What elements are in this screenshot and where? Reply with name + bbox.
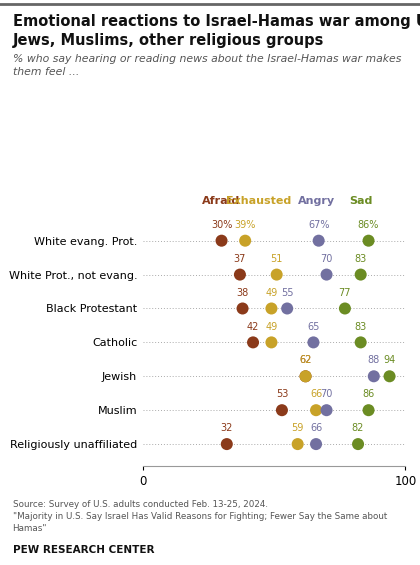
Point	[236, 270, 243, 279]
Text: 59: 59	[291, 423, 304, 433]
Text: 83: 83	[354, 321, 367, 332]
Point	[268, 304, 275, 313]
Text: 37: 37	[234, 254, 246, 264]
Text: 49: 49	[265, 288, 278, 298]
Point	[386, 372, 393, 381]
Text: 49: 49	[265, 321, 278, 332]
Point	[302, 372, 309, 381]
Text: 86%: 86%	[358, 220, 379, 230]
Text: Emotional reactions to Israel-Hamas war among U.S.: Emotional reactions to Israel-Hamas war …	[13, 14, 420, 29]
Text: 53: 53	[276, 389, 288, 399]
Text: 86: 86	[362, 389, 375, 399]
Text: % who say hearing or reading news about the Israel-Hamas war makes
them feel ...: % who say hearing or reading news about …	[13, 54, 401, 77]
Text: 62: 62	[299, 355, 312, 366]
Text: 42: 42	[247, 321, 259, 332]
Text: 66: 66	[310, 423, 322, 433]
Point	[242, 236, 249, 245]
Point	[239, 304, 246, 313]
Point	[223, 440, 230, 449]
Point	[310, 338, 317, 347]
Text: 70: 70	[320, 254, 333, 264]
Text: 62: 62	[299, 355, 312, 366]
Point	[268, 338, 275, 347]
Text: Source: Survey of U.S. adults conducted Feb. 13-25, 2024.
"Majority in U.S. Say : Source: Survey of U.S. adults conducted …	[13, 500, 387, 533]
Text: 30%: 30%	[211, 220, 232, 230]
Text: 94: 94	[383, 355, 396, 366]
Text: Sad: Sad	[349, 196, 373, 206]
Point	[357, 270, 364, 279]
Point	[365, 406, 372, 415]
Point	[323, 406, 330, 415]
Point	[312, 440, 320, 449]
Text: Exhausted: Exhausted	[226, 196, 291, 206]
Point	[370, 372, 377, 381]
Text: 88: 88	[368, 355, 380, 366]
Point	[294, 440, 301, 449]
Point	[273, 270, 280, 279]
Point	[355, 440, 362, 449]
Text: 70: 70	[320, 389, 333, 399]
Point	[302, 372, 309, 381]
Point	[341, 304, 348, 313]
Text: 66: 66	[310, 389, 322, 399]
Text: 65: 65	[307, 321, 320, 332]
Text: 83: 83	[354, 254, 367, 264]
Text: Jews, Muslims, other religious groups: Jews, Muslims, other religious groups	[13, 33, 324, 48]
Point	[365, 236, 372, 245]
Point	[323, 270, 330, 279]
Point	[284, 304, 291, 313]
Text: 55: 55	[281, 288, 294, 298]
Text: Afraid: Afraid	[202, 196, 241, 206]
Point	[312, 406, 320, 415]
Text: 39%: 39%	[234, 220, 256, 230]
Point	[315, 236, 322, 245]
Text: 38: 38	[236, 288, 249, 298]
Text: PEW RESEARCH CENTER: PEW RESEARCH CENTER	[13, 545, 154, 555]
Point	[357, 338, 364, 347]
Text: Angry: Angry	[297, 196, 335, 206]
Text: 82: 82	[352, 423, 364, 433]
Text: 67%: 67%	[308, 220, 329, 230]
Text: 51: 51	[270, 254, 283, 264]
Text: 32: 32	[220, 423, 233, 433]
Point	[249, 338, 256, 347]
Point	[278, 406, 285, 415]
Point	[218, 236, 225, 245]
Text: 77: 77	[339, 288, 351, 298]
